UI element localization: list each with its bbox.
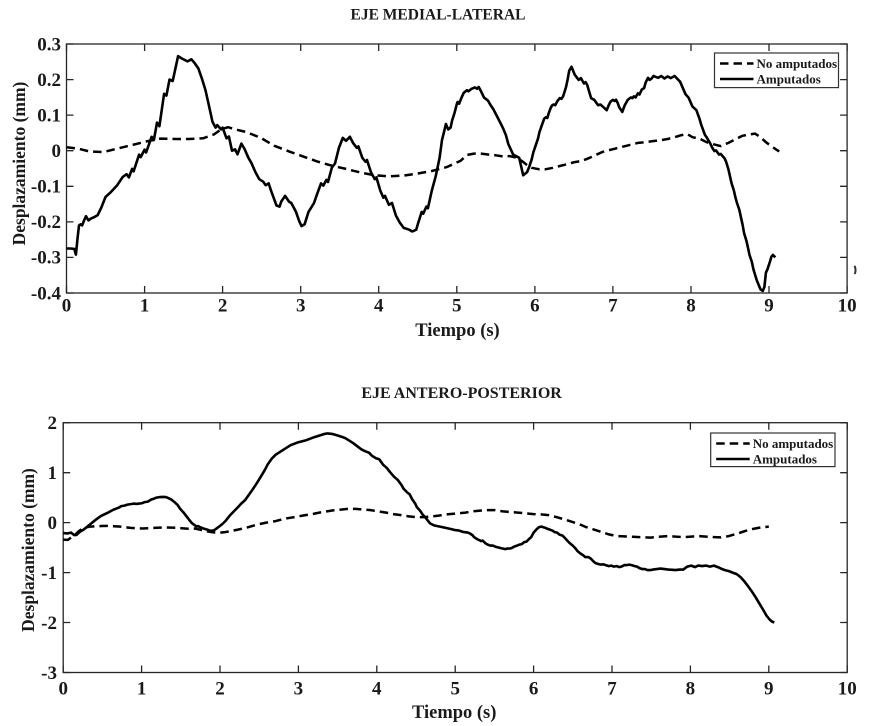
- svg-text:0.1: 0.1: [37, 105, 61, 126]
- svg-text:3: 3: [294, 679, 304, 700]
- svg-text:6: 6: [529, 679, 539, 700]
- svg-text:Tiempo (s): Tiempo (s): [415, 321, 499, 341]
- svg-text:-0.2: -0.2: [31, 212, 61, 233]
- svg-text:1: 1: [48, 463, 58, 484]
- svg-text:EJE MEDIAL-LATERAL: EJE MEDIAL-LATERAL: [351, 7, 526, 24]
- svg-text:1: 1: [137, 679, 147, 700]
- svg-text:9: 9: [764, 296, 774, 317]
- svg-text:No amputados: No amputados: [753, 436, 834, 451]
- svg-text:-3: -3: [41, 663, 57, 684]
- svg-text:8: 8: [686, 296, 696, 317]
- svg-text:4: 4: [374, 296, 384, 317]
- svg-text:0: 0: [52, 141, 62, 162]
- svg-text:2: 2: [218, 296, 228, 317]
- svg-text:Desplazamiento (mm): Desplazamiento (mm): [18, 468, 38, 632]
- svg-text:Desplazamiento (mm): Desplazamiento (mm): [9, 81, 29, 245]
- svg-text:Tiempo (s): Tiempo (s): [412, 703, 496, 723]
- svg-text:6: 6: [530, 296, 540, 317]
- svg-text:0: 0: [48, 513, 58, 534]
- svg-text:10: 10: [838, 296, 857, 317]
- svg-text:EJE ANTERO-POSTERIOR: EJE ANTERO-POSTERIOR: [361, 385, 562, 402]
- svg-text:-1: -1: [41, 563, 57, 584]
- svg-text:5: 5: [452, 296, 462, 317]
- svg-text:7: 7: [607, 679, 617, 700]
- svg-text:No amputados: No amputados: [757, 56, 838, 71]
- svg-text:0.3: 0.3: [37, 34, 61, 55]
- svg-text:-0.1: -0.1: [31, 177, 61, 198]
- svg-text:2: 2: [215, 679, 225, 700]
- svg-text:3: 3: [296, 296, 306, 317]
- svg-text:0: 0: [62, 296, 72, 317]
- svg-text:0.2: 0.2: [37, 70, 61, 91]
- svg-text:Amputados: Amputados: [753, 451, 817, 466]
- svg-text:-0.3: -0.3: [31, 248, 61, 269]
- svg-text:8: 8: [686, 679, 696, 700]
- svg-text:2: 2: [48, 413, 58, 434]
- svg-text:1: 1: [140, 296, 150, 317]
- svg-text:10: 10: [838, 679, 857, 700]
- svg-text:0: 0: [58, 679, 68, 700]
- svg-text:7: 7: [608, 296, 618, 317]
- svg-text:-0.4: -0.4: [31, 283, 62, 304]
- svg-text:Amputados: Amputados: [757, 71, 821, 86]
- svg-text:9: 9: [764, 679, 774, 700]
- svg-text:4: 4: [372, 679, 382, 700]
- svg-text:5: 5: [450, 679, 460, 700]
- svg-text:-2: -2: [41, 613, 57, 634]
